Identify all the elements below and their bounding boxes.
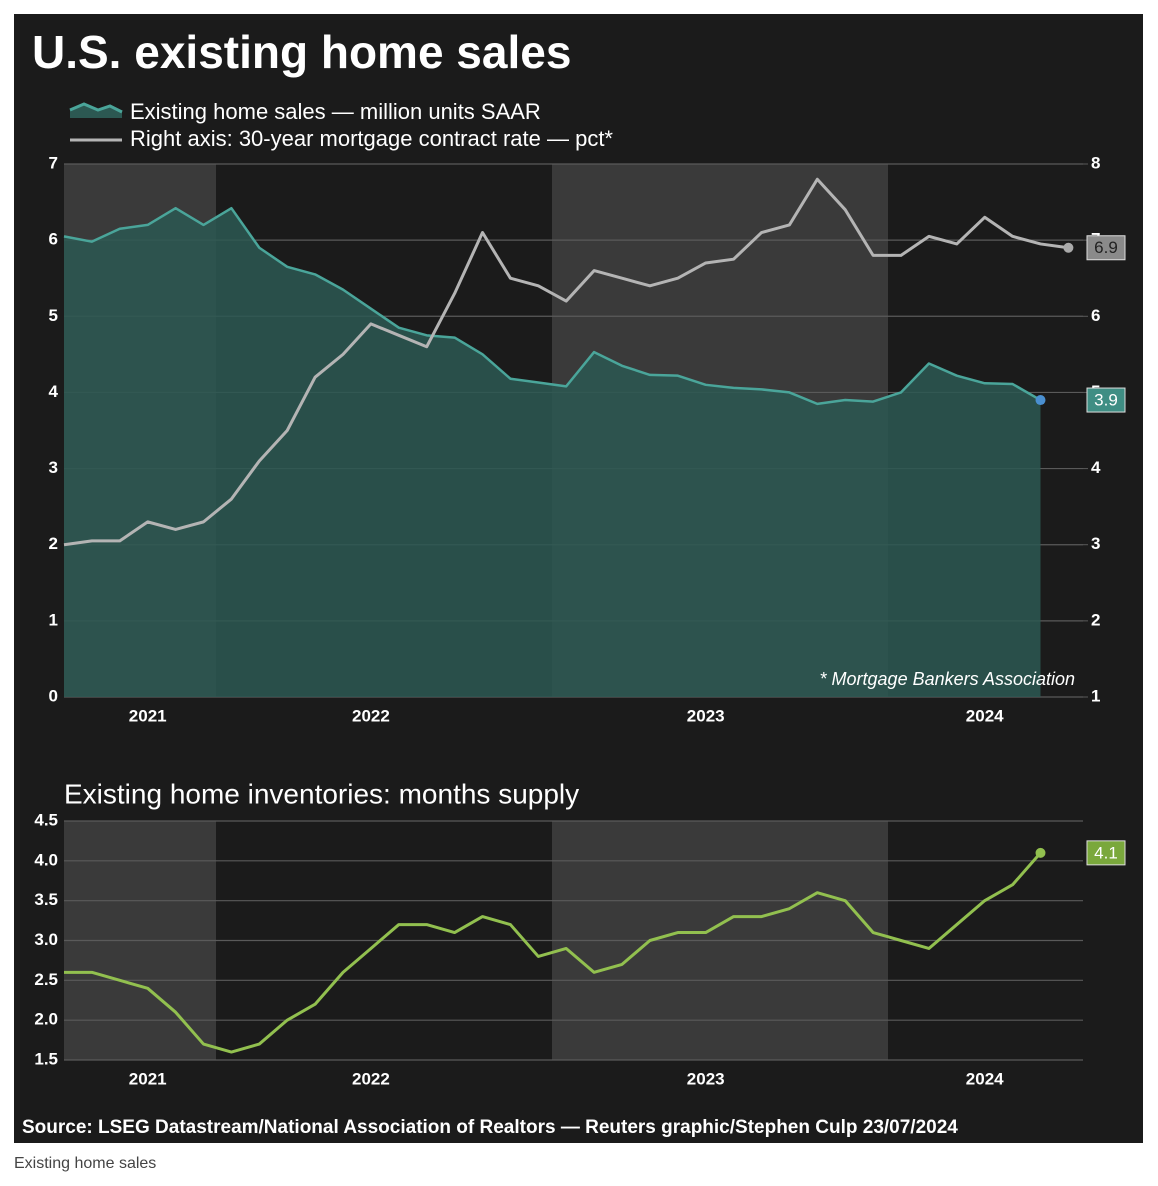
end-label-box [1086, 387, 1126, 413]
x-tick-label: 2024 [966, 1069, 1004, 1088]
source: Source: LSEG Datastream/National Associa… [22, 1117, 958, 1138]
x-tick-label: 2021 [129, 706, 167, 725]
area [64, 208, 1041, 698]
legend-swatch [69, 102, 123, 114]
x-tick-label: 2022 [352, 706, 390, 725]
end-label: 3.9 [1094, 391, 1118, 410]
legend-label: Right axis: 30-year mortgage contract ra… [130, 126, 613, 151]
y-tick-label: 4.0 [34, 850, 58, 869]
x-tick-label: 2023 [687, 1069, 725, 1088]
y-tick-label: 2.0 [34, 1010, 58, 1029]
y-tick-label: 1.5 [34, 1049, 58, 1068]
chart-title: Existing home inventories: months supply [64, 778, 579, 809]
y-tick-label: 5 [49, 306, 58, 325]
chart-title: U.S. existing home sales [32, 26, 571, 78]
end-dot [1063, 242, 1074, 253]
line [64, 851, 1042, 1054]
end-dot [1035, 847, 1046, 858]
y-tick-label: 6 [49, 230, 58, 249]
legend-label: Existing home sales — million units SAAR [130, 99, 541, 124]
line [63, 177, 1069, 547]
line [63, 206, 1042, 406]
note: * Mortgage Bankers Association [820, 669, 1075, 689]
y2-tick-label: 2 [1091, 610, 1100, 629]
y-tick-label: 7 [49, 153, 58, 172]
y-tick-label: 3.0 [34, 930, 58, 949]
y-tick-label: 0 [49, 686, 58, 705]
y-tick-label: 2 [49, 534, 58, 553]
y2-tick-label: 3 [1091, 534, 1100, 553]
x-tick-label: 2022 [352, 1069, 390, 1088]
plots: 012345671234567820212022202320243.96.91.… [34, 153, 1126, 1088]
y2-tick-label: 6 [1091, 306, 1100, 325]
y-tick-label: 4.5 [34, 810, 58, 829]
end-label: 6.9 [1094, 238, 1118, 257]
x-tick-label: 2024 [966, 706, 1004, 725]
x-tick-label: 2023 [687, 706, 725, 725]
end-label: 4.1 [1094, 843, 1118, 862]
y-tick-label: 2.5 [34, 970, 58, 989]
y2-tick-label: 4 [1091, 458, 1101, 477]
end-dot [1035, 395, 1046, 406]
y2-tick-label: 1 [1091, 686, 1100, 705]
caption: Existing home sales [14, 1155, 156, 1172]
y-tick-label: 1 [49, 610, 58, 629]
y-tick-label: 4 [49, 382, 59, 401]
x-tick-label: 2021 [129, 1069, 167, 1088]
end-label-box [1086, 840, 1126, 866]
y-tick-label: 3 [49, 458, 58, 477]
y-tick-label: 3.5 [34, 890, 58, 909]
end-label-box [1086, 235, 1126, 261]
y2-tick-label: 8 [1091, 153, 1100, 172]
